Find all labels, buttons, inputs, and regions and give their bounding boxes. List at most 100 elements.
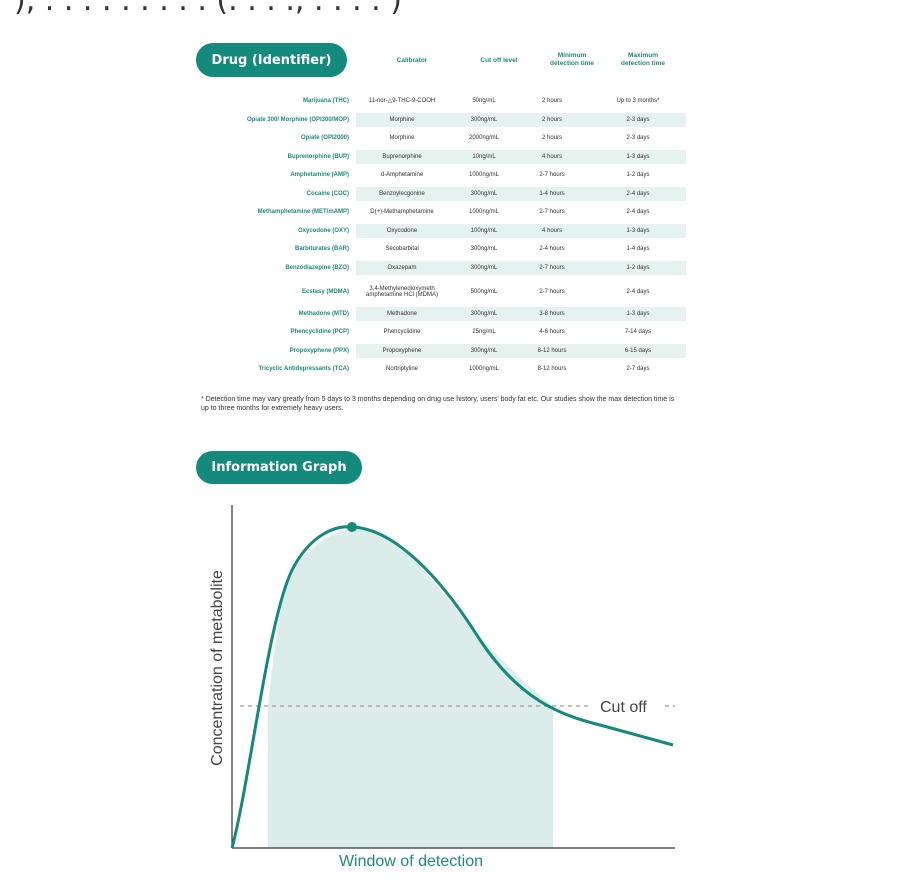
drug-name: Opiate (OPI2000) [300, 135, 349, 141]
cell-max: 1-3 days [626, 153, 650, 160]
table-row: Tricyclic Antidepressants (TCA) Nortripty… [196, 360, 686, 378]
cell-calibrator: 11-nor-△9-THC-9-COOH [368, 97, 436, 104]
cell-calibrator: Morphine [389, 134, 415, 141]
row-cells: Secobarbital 300ng/mL 2-4 hours 1-4 days [356, 242, 686, 256]
table-row: Amphetamine (AMP) d-Amphetamine 1000ng/mL 2… [196, 166, 686, 184]
cell-cutoff: 1000ng/mL [468, 171, 500, 178]
row-cells: Buprenorphine 10ng/mL 4 hours 1-3 days [356, 150, 686, 164]
column-header-max-detection: Maximum detection time [620, 52, 666, 67]
cell-cutoff: 1000ng/mL [468, 365, 500, 372]
row-cells: Methadone 300ng/mL 3-8 hours 1-3 days [356, 307, 686, 321]
table-row: Marijuana (THC) 11-nor-△9-THC-9-COOH 50ng/… [196, 92, 686, 110]
row-cells: Nortriptyline 1000ng/mL 8-12 hours 2-7 days [356, 362, 686, 376]
peak-marker [347, 522, 357, 532]
cell-cutoff: 300ng/mL [470, 347, 498, 354]
row-cells: Morphine 300ng/mL 2 hours 2-3 days [356, 113, 686, 127]
column-header-min-detection: Minimum detection time [549, 52, 595, 67]
drug-name: Barbiturates (BAR) [294, 246, 349, 252]
cell-calibrator: Methadone [386, 310, 418, 317]
cell-calibrator: D(+)-Methamphetamine [370, 208, 434, 215]
detection-time-footnote: * Detection time may vary greatly from 5… [201, 396, 675, 412]
table-row: Methadone (MTD) Methadone 300ng/mL 3-8 hour… [196, 305, 686, 323]
cell-cutoff: 10ng/mL [472, 153, 496, 160]
row-cells: Benzoylecgonine 300ng/mL 1-4 hours 2-4 days [356, 187, 686, 201]
table-row: Cocaine (COC) Benzoylecgonine 300ng/mL 1-4 … [196, 185, 686, 203]
table-row: Propoxyphene (PPX) Propoxyphene 300ng/mL 8-… [196, 342, 686, 360]
cell-min: 1-4 hours [539, 190, 565, 197]
table-row: Methamphetamine (MET/mAMP) D(+)-Methamphe… [196, 203, 686, 221]
table-row: Benzodiazepine (BZO) Oxazepam 300ng/mL 2-7 … [196, 259, 686, 277]
cell-max: 2-3 days [626, 116, 650, 123]
row-cells: Oxycodone 100ng/mL 4 hours 1-3 days [356, 224, 686, 238]
cell-max: 2-4 days [626, 208, 650, 215]
cell-max: 1-2 days [626, 264, 650, 271]
drug-name: Oxycodone (OXY) [297, 228, 349, 234]
table-row: Phencyclidine (PCP) Phencyclidine 25ng/mL 4… [196, 323, 686, 341]
table-column-headers: Calibrator Cut off level Minimum detecti… [0, 50, 910, 76]
cell-min: 8-12 hours [537, 365, 567, 372]
y-axis-label: Concentration of metabolite [209, 570, 226, 766]
cell-max: 2-7 days [626, 365, 650, 372]
drug-name: Tricyclic Antidepressants (TCA) [258, 366, 349, 372]
drug-name: Buprenorphine (BUP) [287, 154, 349, 160]
row-cells: d-Amphetamine 1000ng/mL 2-7 hours 1-2 days [356, 168, 686, 182]
cell-min: 4-6 hours [539, 328, 565, 335]
cell-max: 2-4 days [626, 288, 650, 295]
drug-name: Amphetamine (AMP) [290, 172, 349, 178]
cell-max: 6-15 days [624, 347, 652, 354]
cell-cutoff: 300ng/mL [470, 116, 498, 123]
cell-min: 2-7 hours [539, 288, 565, 295]
row-cells: 11-nor-△9-THC-9-COOH 50ng/mL 2 hours Up to … [356, 94, 686, 108]
cell-min: 2-7 hours [539, 208, 565, 215]
cell-cutoff: 1000ng/mL [468, 208, 500, 215]
row-cells: D(+)-Methamphetamine 1000ng/mL 2-7 hours 2-… [356, 205, 686, 219]
cell-calibrator: Phencyclidine [383, 328, 421, 335]
table-row: Opiate (OPI2000) Morphine 2000ng/mL 2 hours… [196, 129, 686, 147]
row-cells: Phencyclidine 25ng/mL 4-6 hours 7-14 days [356, 325, 686, 339]
cell-min: 2-7 hours [539, 171, 565, 178]
cell-cutoff: 300ng/mL [470, 190, 498, 197]
cell-calibrator: 3,4-Methylenedioxymeth amphetamine HCl (… [365, 285, 438, 299]
concentration-curve [230, 525, 674, 849]
cell-cutoff: 100ng/mL [470, 227, 498, 234]
cell-cutoff: 2000ng/mL [468, 134, 500, 141]
cell-cutoff: 300ng/mL [470, 245, 498, 252]
table-row: Buprenorphine (BUP) Buprenorphine 10ng/mL 4… [196, 148, 686, 166]
cell-min: 2 hours [541, 116, 562, 123]
row-cells: 3,4-Methylenedioxymeth amphetamine HCl (… [356, 283, 686, 301]
cell-max: 2-3 days [626, 134, 650, 141]
cell-calibrator: d-Amphetamine [380, 171, 424, 178]
drug-name: Methamphetamine (MET/mAMP) [257, 209, 349, 215]
cell-min: 4 hours [541, 227, 562, 234]
cell-calibrator: Oxycodone [386, 227, 418, 234]
cell-calibrator: Morphine [389, 116, 415, 123]
table-row: Oxycodone (OXY) Oxycodone 100ng/mL 4 hours 1… [196, 222, 686, 240]
row-cells: Propoxyphene 300ng/mL 8-12 hours 6-15 days [356, 344, 686, 358]
column-header-cutoff: Cut off level [480, 57, 518, 64]
cell-calibrator: Oxazepam [387, 264, 417, 271]
cell-max: 1-2 days [626, 171, 650, 178]
drug-name: Marijuana (THC) [302, 98, 349, 104]
detection-window-area [268, 527, 553, 848]
drug-name: Benzodiazepine (BZO) [285, 265, 349, 271]
cell-max: Up to 3 months* [616, 97, 660, 104]
cell-min: 8-12 hours [537, 347, 567, 354]
table-row: Opiate 300/ Morphine (OPI300/MOP) Morphin… [196, 111, 686, 129]
drug-name: Phencyclidine (PCP) [290, 329, 349, 335]
column-header-calibrator: Calibrator [396, 57, 428, 64]
cell-min: 4 hours [541, 153, 562, 160]
drug-name: Propoxyphene (PPX) [289, 348, 349, 354]
cell-calibrator: Secobarbital [385, 245, 419, 252]
cell-cutoff: 25ng/mL [472, 328, 496, 335]
cell-max: 1-3 days [626, 310, 650, 317]
cell-min: 2 hours [541, 134, 562, 141]
cell-max: 7-14 days [624, 328, 652, 335]
information-graph-header: Information Graph [196, 451, 362, 484]
cutoff-label: Cut off [600, 699, 647, 716]
cell-cutoff: 300ng/mL [470, 310, 498, 317]
cell-calibrator: Buprenorphine [382, 153, 422, 160]
x-axis-label: Window of detection [339, 853, 483, 870]
cell-calibrator: Benzoylecgonine [379, 190, 425, 197]
table-row: Barbiturates (BAR) Secobarbital 300ng/mL 2-… [196, 240, 686, 258]
